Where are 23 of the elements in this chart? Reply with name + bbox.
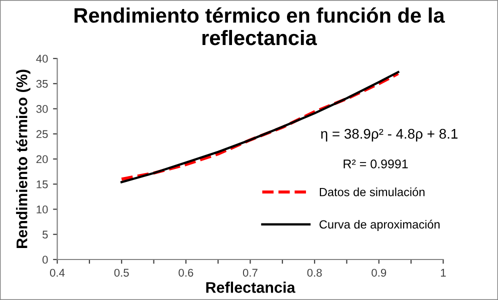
x-tick-label: 0.8 [307,268,322,277]
y-tick-label: 0 [42,256,48,264]
annotation: R² = 0.9991 [344,160,408,168]
y-tick-label: 25 [36,130,48,138]
x-tick-label: 0.6 [178,268,194,277]
x-tick-label: 0.5 [114,268,129,277]
y-tick-label: 10 [36,206,48,214]
x-tick-label: 1 [440,268,446,277]
y-tick-label: 20 [36,155,48,164]
y-tick-label: 5 [42,230,48,239]
x-axis-title: Reflectancia [206,282,296,293]
y-axis-title: Rendimiento térmico (%) [16,70,30,248]
x-tick-label: 0.4 [50,268,65,277]
x-tick-label: 0.7 [242,268,258,277]
y-tick-label: 15 [36,180,48,188]
annotation: η = 38.9ρ² - 4.8ρ + 8.1 [321,128,458,142]
x-tick-label: 0.9 [372,268,386,277]
chart-title: Rendimiento térmico en función de la reflectancia [74,7,445,46]
y-tick-label: 40 [36,54,48,63]
legend-label: Curva de aproximación [320,220,440,231]
legend-label: Datos de simulación [320,187,424,196]
y-tick-label: 30 [36,105,48,113]
y-tick-label: 35 [36,80,48,88]
